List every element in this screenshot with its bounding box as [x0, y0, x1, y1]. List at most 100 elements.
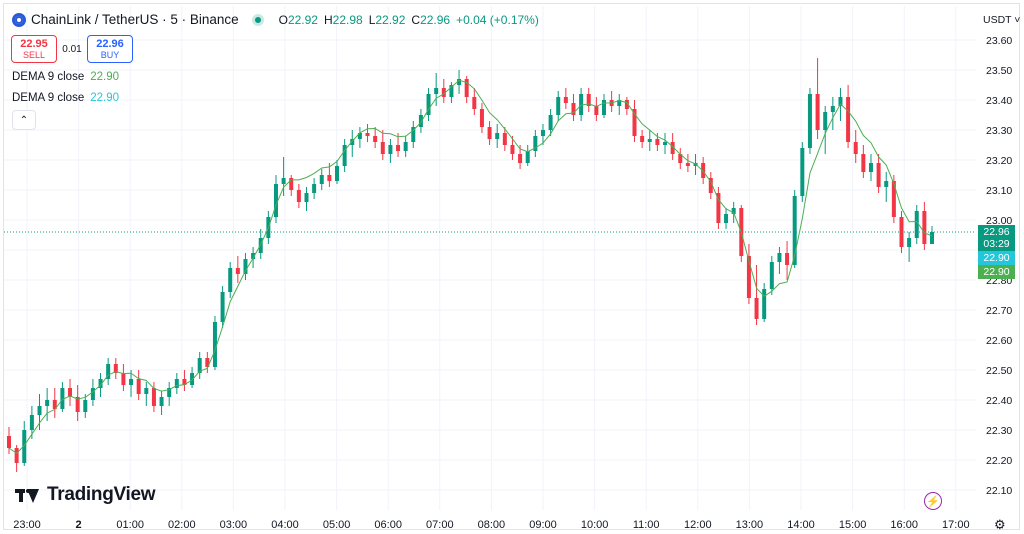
indicator-label: DEMA 9 close	[12, 71, 85, 83]
candle-body	[29, 415, 34, 430]
candle-body	[930, 232, 934, 244]
candle-body	[319, 175, 324, 184]
candle-body	[640, 136, 645, 142]
candle-body	[876, 163, 881, 187]
time-tick-label: 23:00	[13, 519, 41, 531]
price-tick-label: 23.00	[986, 215, 1012, 227]
tradingview-logo[interactable]: TradingView	[15, 484, 156, 506]
candle-body	[487, 127, 492, 139]
candle-body	[357, 133, 362, 139]
time-tick-label: 05:00	[323, 519, 351, 531]
candle-body	[823, 112, 828, 130]
indicator-value: 22.90	[90, 92, 120, 104]
buy-button[interactable]: 22.96 BUY	[87, 35, 133, 63]
brand-name: TradingView	[47, 484, 156, 505]
candle-body	[335, 166, 340, 181]
candle-body	[235, 268, 240, 274]
candle-body	[220, 292, 225, 322]
candle-body	[403, 142, 408, 151]
high-value: 22.98	[332, 12, 363, 27]
candle-body	[479, 109, 484, 127]
price-tick-label: 22.20	[986, 455, 1012, 467]
candle-body	[273, 184, 278, 217]
candle-body	[884, 181, 889, 187]
symbol-legend: ChainLink / TetherUS · 5 · Binance O 22.9…	[12, 12, 539, 27]
candle-body	[327, 175, 332, 181]
candle-body	[754, 298, 759, 319]
candle-body	[701, 163, 706, 178]
time-tick-label: 15:00	[839, 519, 867, 531]
last-price-value: 22.96	[983, 226, 1010, 238]
candle-body	[121, 373, 126, 385]
candle-body	[777, 253, 782, 262]
time-tick-label: 07:00	[426, 519, 454, 531]
candle-body	[472, 97, 477, 109]
candle-body	[441, 88, 446, 97]
candle-body	[678, 154, 683, 163]
indicator-legend-1[interactable]: DEMA 9 close 22.90	[12, 71, 119, 83]
candle-body	[907, 238, 912, 247]
time-tick-label: 11:00	[633, 519, 660, 531]
time-axis[interactable]: 23:00 2 01:00 02:00 03:00 04:00 05:00 06:00 07:0…	[13, 519, 969, 531]
candle-body	[464, 79, 469, 97]
candle-body	[350, 139, 355, 145]
price-tick-label: 22.70	[986, 305, 1012, 317]
indicator-value: 22.90	[90, 71, 120, 83]
candle-body	[388, 145, 393, 154]
candle-body	[868, 163, 873, 172]
market-status-icon[interactable]	[254, 16, 261, 23]
candle-body	[22, 430, 27, 463]
candle-body	[670, 142, 675, 154]
candle-body	[861, 154, 866, 172]
indicator-legend-2[interactable]: DEMA 9 close 22.90	[12, 92, 119, 104]
collapse-legend-button[interactable]: ⌃	[12, 110, 36, 130]
lightning-icon[interactable]: ⚡	[924, 492, 942, 510]
candle-body	[281, 178, 286, 184]
candles	[7, 58, 934, 472]
candle-body	[807, 94, 812, 148]
open-label: O	[278, 12, 288, 27]
candle-body	[136, 379, 141, 394]
gear-icon[interactable]: ⚙	[994, 517, 1006, 532]
indicator-label: DEMA 9 close	[12, 92, 85, 104]
time-tick-label: 08:00	[478, 519, 506, 531]
candle-body	[75, 397, 80, 412]
candle-body	[655, 139, 660, 145]
time-tick-label: 03:00	[220, 519, 248, 531]
candle-body	[891, 181, 896, 217]
candle-body	[37, 406, 42, 415]
sell-label: SELL	[22, 49, 46, 60]
candle-body	[14, 448, 19, 463]
candle-body	[571, 103, 576, 115]
price-tick-label: 23.10	[986, 185, 1012, 197]
dema-price-tag-2: 22.90	[978, 265, 1015, 279]
candle-body	[144, 388, 149, 394]
time-tick-label: 17:00	[942, 519, 970, 531]
candle-body	[663, 142, 668, 145]
candle-body	[258, 238, 263, 253]
candle-body	[98, 379, 103, 388]
price-tick-label: 22.50	[986, 365, 1012, 377]
candle-body	[601, 100, 606, 115]
price-tick-label: 23.60	[986, 35, 1012, 47]
candle-body	[304, 193, 309, 202]
candle-body	[922, 211, 927, 244]
last-price-tag: 22.96 03:29	[978, 225, 1015, 251]
candle-body	[518, 154, 523, 163]
currency-selector[interactable]: USDT ˅	[983, 14, 1021, 26]
candle-body	[586, 94, 591, 106]
symbol-title[interactable]: ChainLink / TetherUS · 5 · Binance	[31, 12, 239, 27]
candle-body	[197, 358, 202, 373]
candle-body	[205, 358, 210, 367]
spread-value: 0.01	[62, 43, 82, 55]
candle-body	[510, 145, 515, 154]
chainlink-logo-icon	[12, 12, 26, 27]
sell-button[interactable]: 22.95 SELL	[11, 35, 57, 63]
candle-body	[716, 193, 721, 223]
low-label: L	[368, 12, 376, 27]
candle-body	[830, 106, 835, 112]
candle-body	[83, 400, 88, 412]
price-tick-label: 23.50	[986, 65, 1012, 77]
price-tick-label: 23.40	[986, 95, 1012, 107]
